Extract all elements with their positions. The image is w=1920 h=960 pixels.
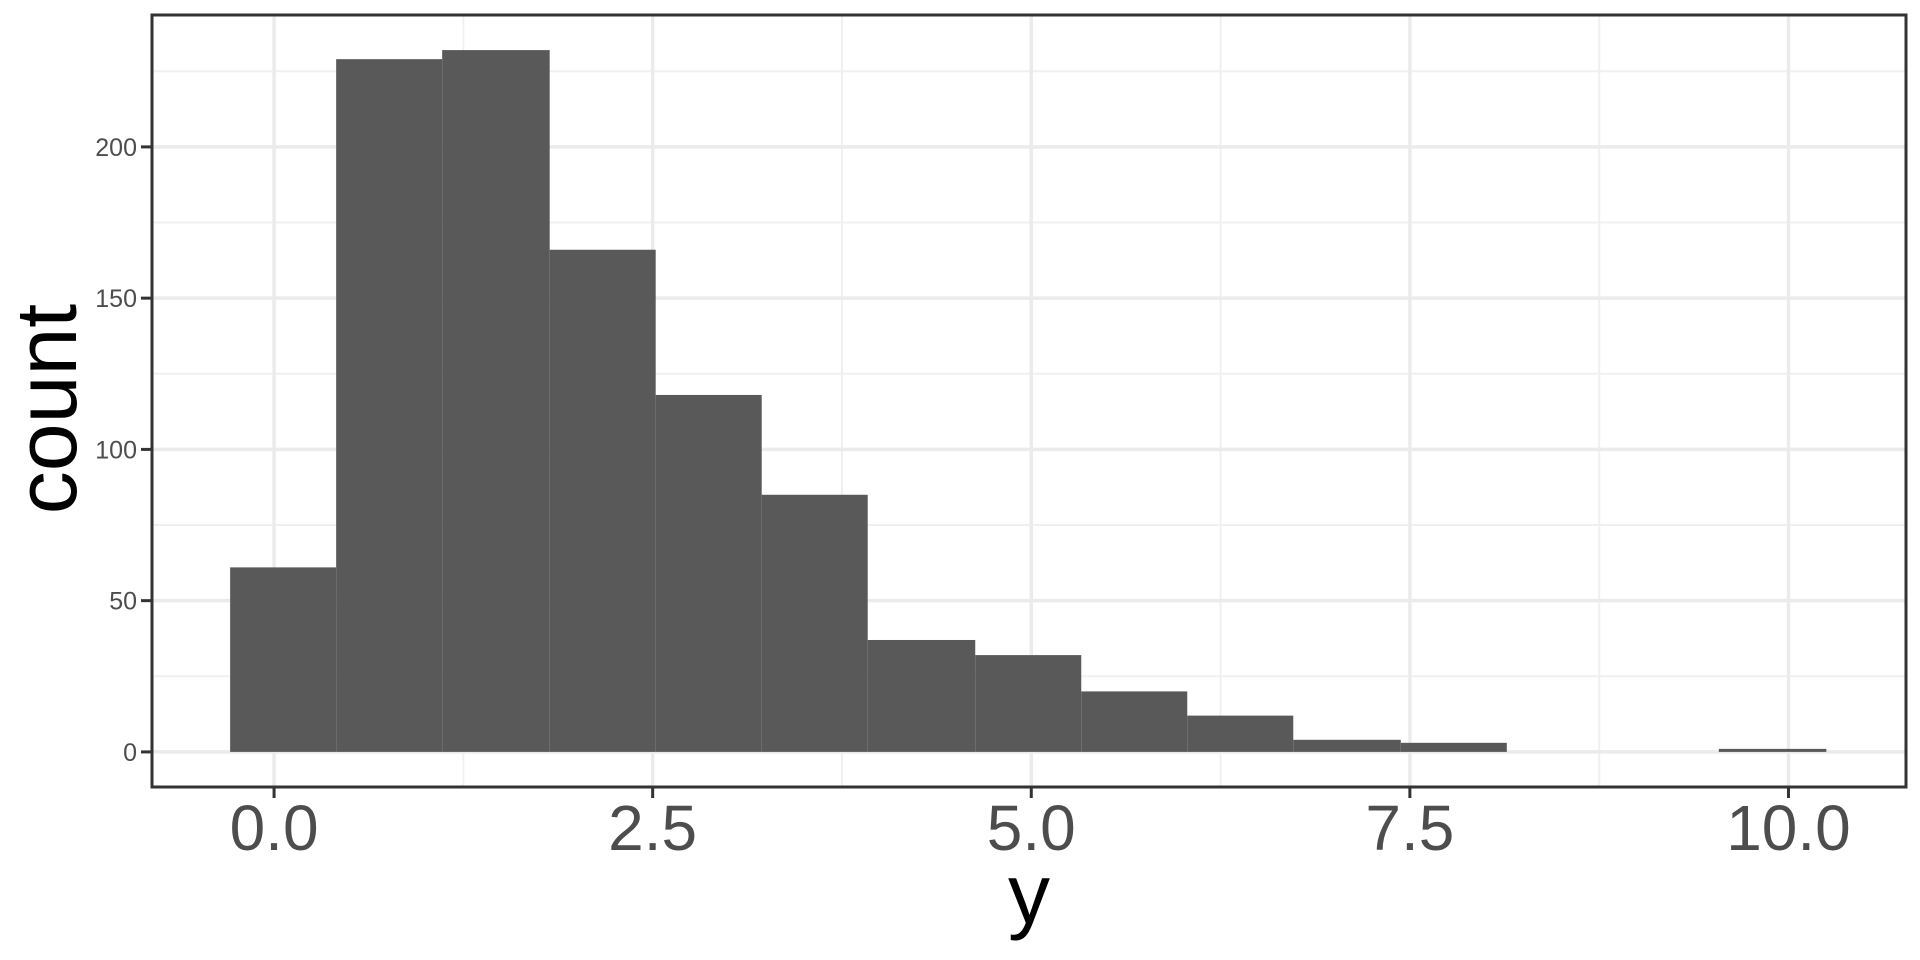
y-tick-label: 150 <box>95 285 137 313</box>
x-tick-label: 2.5 <box>608 792 697 864</box>
histogram-bar <box>761 494 868 752</box>
histogram-bar <box>1718 748 1827 752</box>
y-tick-label: 50 <box>109 588 137 616</box>
y-axis-title: count <box>0 303 95 515</box>
x-tick-label: 7.5 <box>1365 792 1454 864</box>
panel-border <box>150 13 1908 789</box>
histogram-bar <box>336 59 443 752</box>
histogram-bar <box>655 394 762 752</box>
histogram-bar <box>1187 715 1294 752</box>
x-tick-label: 10.0 <box>1726 792 1851 864</box>
histogram-bar <box>1293 739 1401 752</box>
y-tick-label: 100 <box>95 436 137 464</box>
histogram-bar <box>867 639 976 752</box>
histogram-bar <box>549 249 656 752</box>
x-tick-label: 5.0 <box>987 792 1076 864</box>
histogram-bar <box>1081 691 1188 752</box>
x-axis-title: y <box>1008 847 1050 941</box>
x-tick-label: 0.0 <box>230 792 319 864</box>
y-tick-label: 200 <box>95 134 137 162</box>
histogram-bar <box>975 655 1082 752</box>
y-tick-label: 0 <box>123 739 137 767</box>
histogram-bar <box>230 567 337 752</box>
histogram-bar <box>442 50 550 752</box>
histogram-bar <box>1400 742 1507 752</box>
